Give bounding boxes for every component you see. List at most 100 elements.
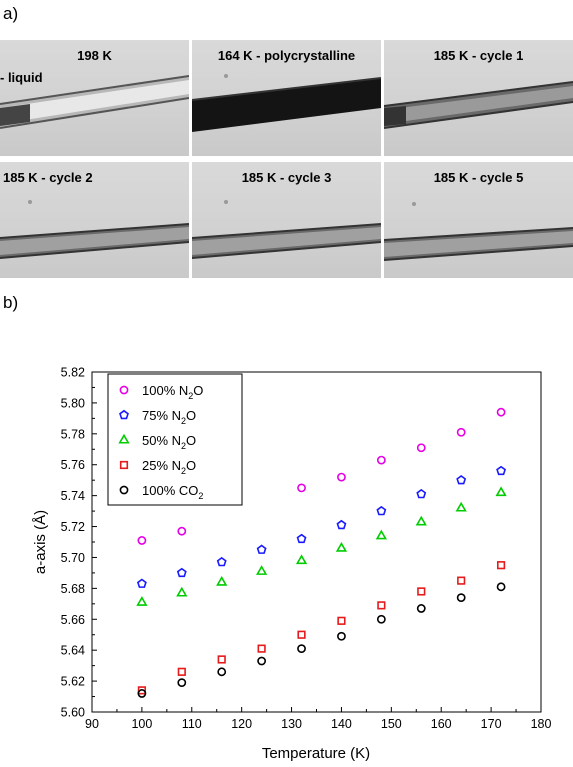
data-point bbox=[417, 587, 426, 596]
x-tick-labels: 90 100 110 120 130 140 150 160 170 180 bbox=[85, 717, 551, 731]
capillary-image bbox=[0, 200, 189, 259]
data-point bbox=[297, 483, 306, 493]
capillary-image bbox=[384, 202, 573, 261]
y-tick-label: 5.70 bbox=[61, 551, 85, 565]
y-tick-label: 5.60 bbox=[61, 706, 85, 720]
x-tick-label: 160 bbox=[431, 717, 452, 731]
data-point bbox=[416, 488, 427, 499]
data-point bbox=[416, 443, 426, 453]
data-point bbox=[375, 529, 387, 540]
data-point bbox=[136, 596, 148, 606]
legend-marker bbox=[118, 433, 130, 444]
data-point bbox=[336, 519, 347, 530]
data-point bbox=[216, 575, 228, 586]
data-point bbox=[415, 515, 427, 526]
data-point bbox=[496, 582, 506, 592]
data-point bbox=[337, 472, 346, 482]
x-tick-label: 170 bbox=[481, 717, 502, 731]
legend-label: 100% N2O bbox=[142, 383, 203, 401]
y-tick-label: 5.76 bbox=[61, 458, 85, 472]
data-point bbox=[177, 526, 187, 536]
frame-caption: 198 K bbox=[77, 48, 112, 63]
data-point bbox=[177, 678, 187, 688]
data-point bbox=[496, 407, 506, 417]
data-point bbox=[217, 667, 227, 677]
data-point bbox=[257, 644, 266, 653]
capillary-image bbox=[0, 75, 189, 129]
data-point bbox=[455, 501, 467, 512]
y-tick-label: 5.74 bbox=[61, 489, 85, 503]
legend-marker bbox=[119, 460, 129, 470]
data-point bbox=[136, 578, 147, 588]
data-point bbox=[337, 616, 346, 625]
data-point bbox=[377, 601, 386, 610]
y-tick-label: 5.82 bbox=[61, 366, 85, 380]
legend-marker bbox=[119, 485, 129, 495]
y-tick-label: 5.64 bbox=[61, 644, 85, 658]
data-point bbox=[297, 630, 306, 639]
frame-caption: 164 K - polycrystalline bbox=[217, 48, 356, 63]
micrograph-frame: 185 K - cycle 2 bbox=[0, 162, 189, 278]
data-point bbox=[496, 465, 507, 476]
legend: 100% N2O 75% N2O 50% N2O 25% N2O 100% CO2 bbox=[118, 383, 203, 501]
y-tick-label: 5.80 bbox=[61, 396, 85, 410]
micrograph-frame: 185 K - cycle 5 bbox=[384, 162, 573, 278]
legend-label: 50% N2O bbox=[142, 433, 196, 451]
frame-caption: 185 K - cycle 1 bbox=[433, 48, 524, 63]
y-tick-labels: 5.60 5.62 5.64 5.66 5.68 5.70 5.72 5.74 5.76 5.78… bbox=[61, 366, 85, 720]
data-point bbox=[257, 656, 267, 666]
data-point bbox=[176, 586, 188, 597]
data-point bbox=[416, 604, 426, 613]
data-point bbox=[177, 667, 186, 676]
axis-ticks bbox=[91, 371, 542, 713]
data-point bbox=[376, 614, 386, 624]
data-point bbox=[137, 686, 146, 695]
scatter-chart: 90 100 110 120 130 140 150 160 170 180 5.605.625.… bbox=[32, 366, 551, 763]
y-tick-label: 5.66 bbox=[61, 613, 85, 627]
data-point bbox=[137, 536, 147, 545]
y-tick-label: 5.68 bbox=[61, 582, 85, 596]
frame-caption: 185 K - cycle 2 bbox=[3, 170, 93, 185]
data-point bbox=[457, 576, 466, 585]
legend-label: 25% N2O bbox=[142, 458, 196, 476]
data-point bbox=[376, 505, 387, 516]
data-point bbox=[456, 474, 467, 485]
data-point bbox=[456, 593, 466, 603]
micrograph-frame: 185 K - cycle 3 bbox=[192, 162, 381, 278]
frame-caption: 185 K - cycle 5 bbox=[433, 170, 524, 185]
y-axis-label: a-axis (Å) bbox=[32, 510, 49, 574]
data-point bbox=[456, 427, 466, 437]
data-point bbox=[295, 554, 308, 565]
legend-marker bbox=[119, 385, 129, 395]
legend-label: 100% CO2 bbox=[142, 483, 203, 501]
x-tick-label: 100 bbox=[131, 717, 152, 731]
micrograph-frame: 164 K - polycrystalline bbox=[192, 40, 381, 156]
x-tick-label: 150 bbox=[381, 717, 402, 731]
legend-label: 75% N2O bbox=[142, 408, 196, 426]
frame-extra-label: - liquid bbox=[0, 70, 43, 85]
data-point bbox=[296, 533, 307, 544]
capillary-image bbox=[384, 81, 573, 129]
data-point bbox=[137, 689, 147, 698]
data-point bbox=[256, 565, 268, 575]
capillary-image bbox=[192, 74, 381, 132]
data-point bbox=[376, 455, 386, 465]
y-tick-label: 5.62 bbox=[61, 675, 85, 689]
x-tick-label: 90 bbox=[85, 717, 99, 731]
panel-b-label: b) bbox=[3, 293, 19, 312]
frame-caption: 185 K - cycle 3 bbox=[241, 170, 332, 185]
data-point bbox=[176, 567, 187, 578]
x-tick-label: 180 bbox=[531, 717, 552, 731]
x-tick-label: 130 bbox=[281, 717, 302, 731]
panel-a-label: a) bbox=[3, 4, 19, 23]
micrograph-frame: 185 K - cycle 1 bbox=[384, 40, 573, 156]
data-point bbox=[495, 486, 507, 497]
legend-marker bbox=[119, 409, 129, 420]
x-tick-label: 120 bbox=[231, 717, 252, 731]
data-point bbox=[256, 544, 267, 554]
micrograph-frame: 198 K - liquid bbox=[0, 40, 189, 156]
micrograph-grid: 198 K - liquid 164 K - polycrystalline 1… bbox=[0, 40, 573, 278]
capillary-image bbox=[192, 200, 381, 259]
x-tick-label: 140 bbox=[331, 717, 352, 731]
x-axis-label: Temperature (K) bbox=[262, 745, 370, 762]
